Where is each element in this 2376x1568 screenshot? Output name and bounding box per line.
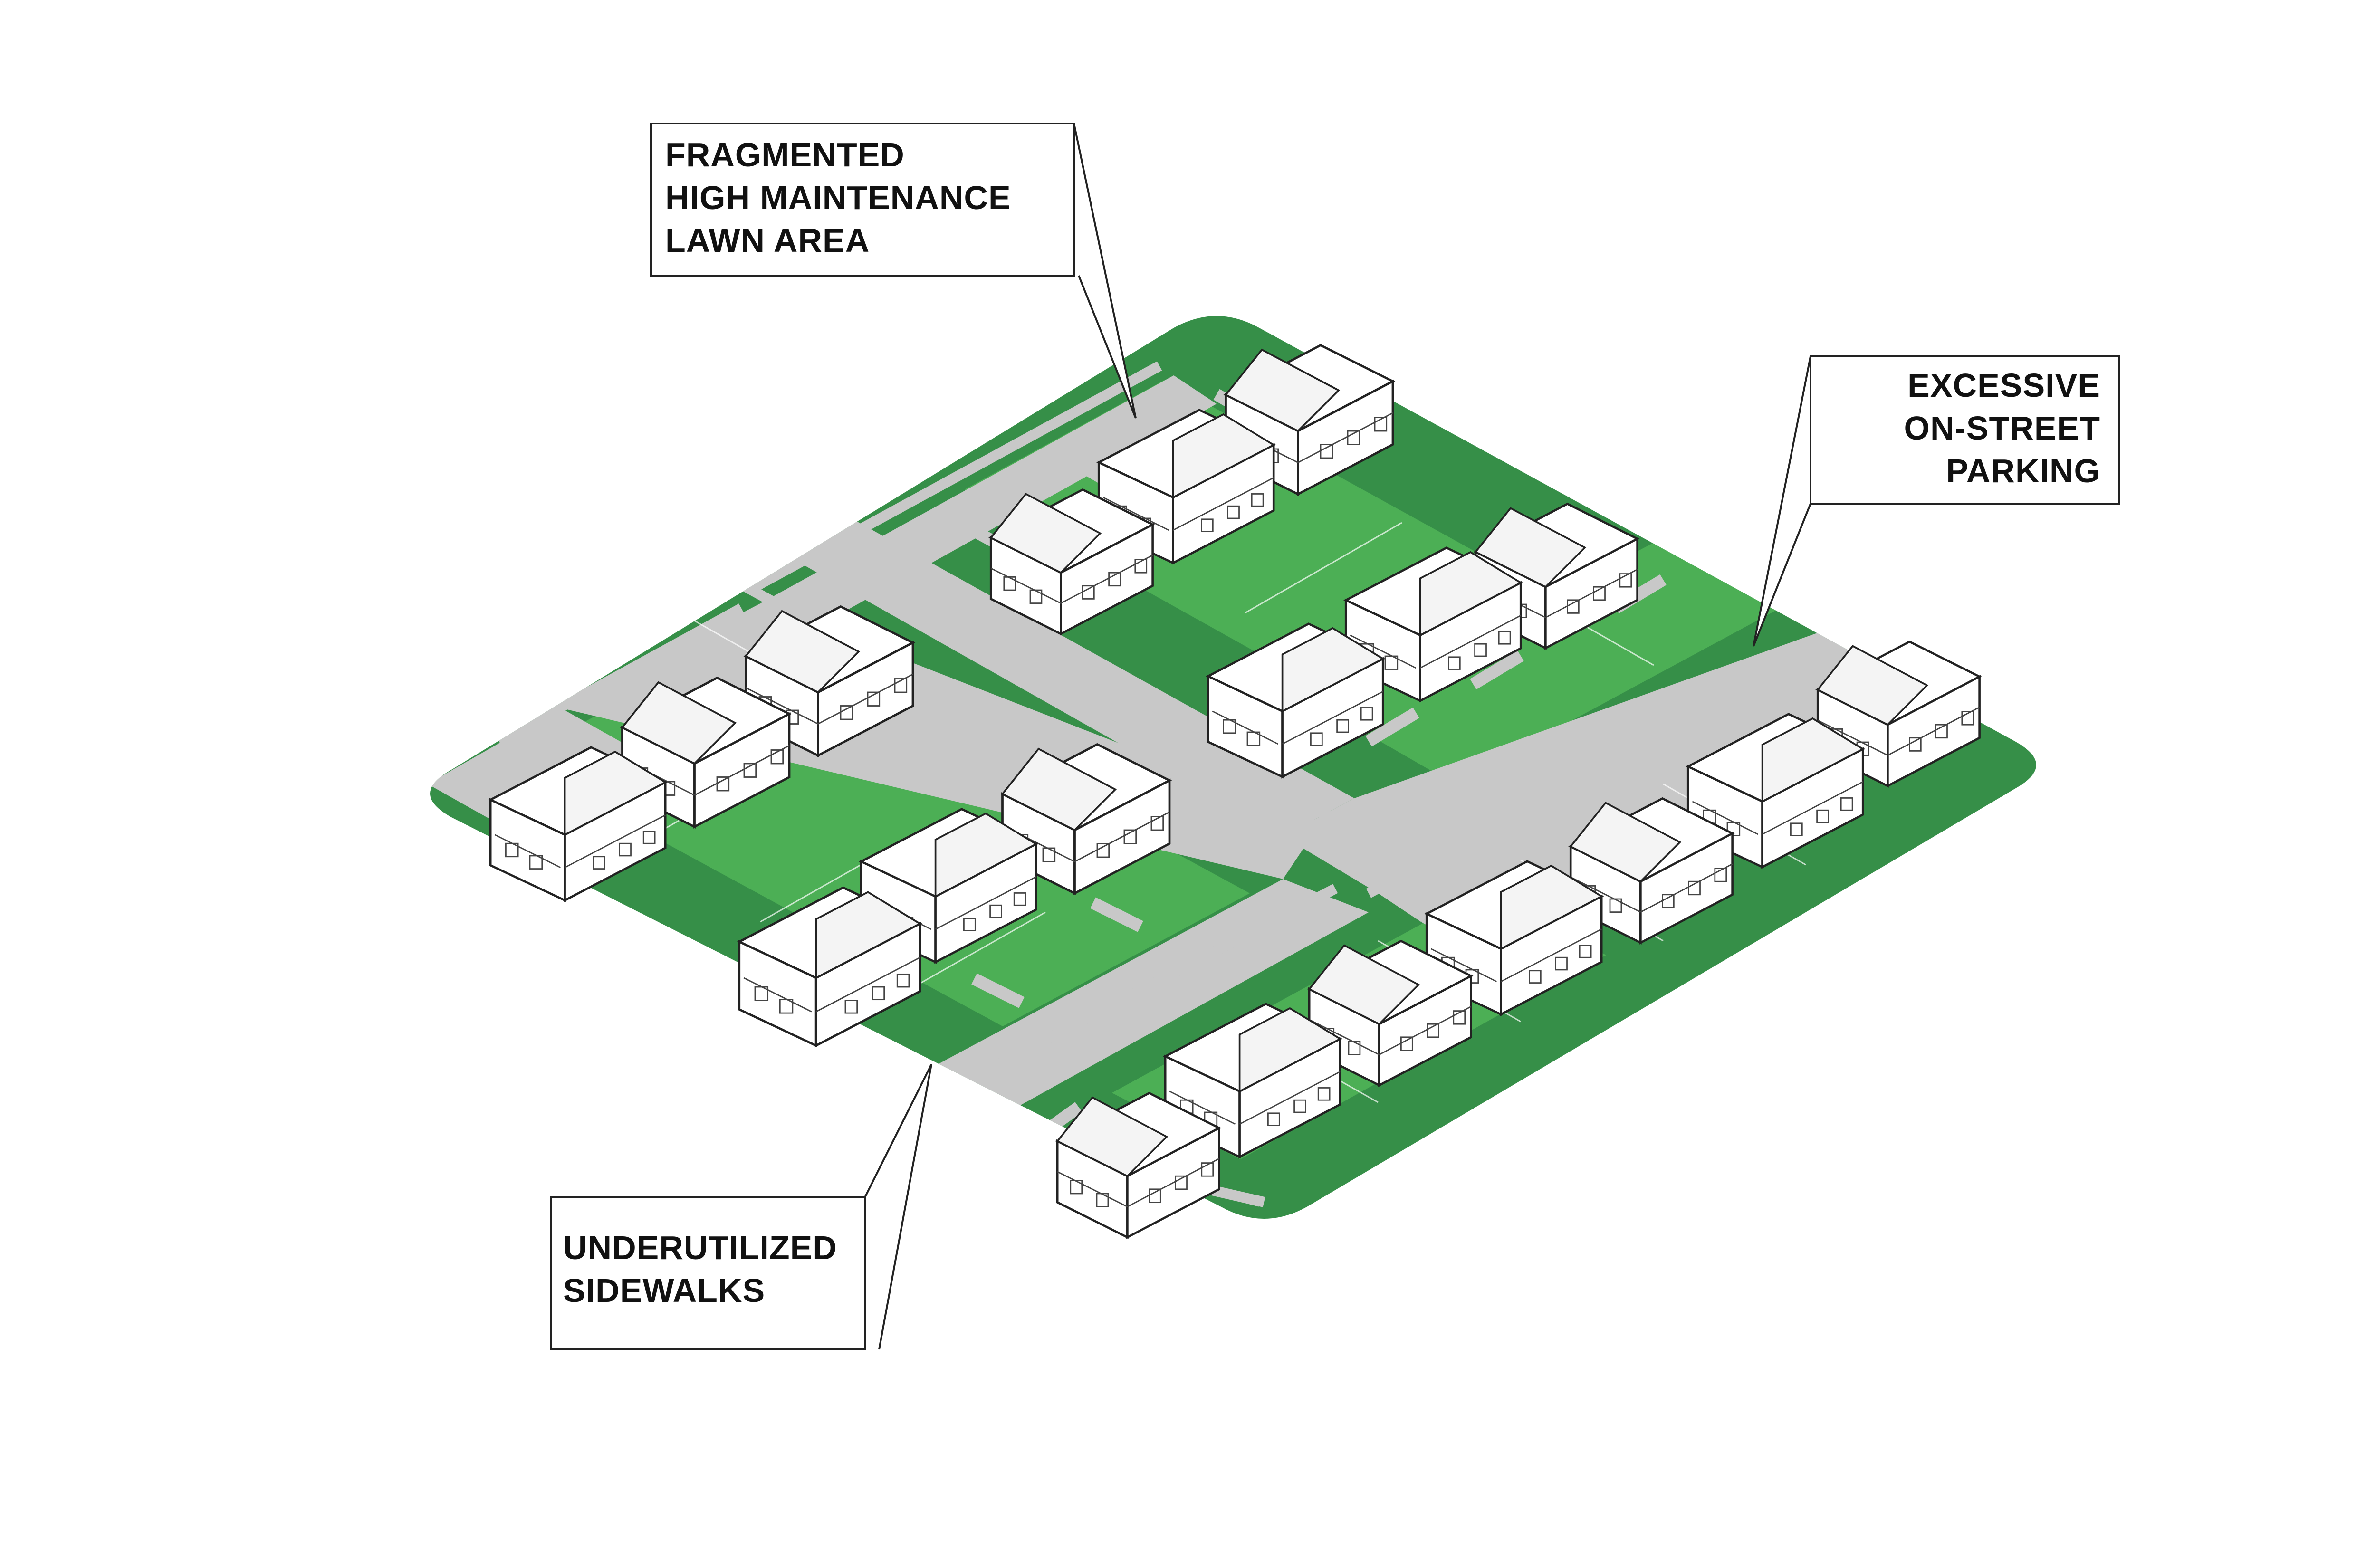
callout-lawn-leader xyxy=(1073,123,1137,419)
callout-parking: EXCESSIVE ON-STREET PARKING xyxy=(1753,355,2120,647)
street-south xyxy=(893,879,1369,1131)
callout-parking-box xyxy=(1810,355,2120,505)
driveway xyxy=(1365,707,1419,747)
callout-lawn-box xyxy=(650,123,1075,277)
callout-lawn-line-3: LAWN AREA xyxy=(665,222,870,259)
driveway xyxy=(971,973,1025,1008)
sidewalk xyxy=(496,603,744,746)
callout-parking-leader xyxy=(1753,356,1811,647)
front-lawn-east xyxy=(1331,523,1815,784)
sidewalk xyxy=(814,532,1333,822)
callout-parking-line-1: EXCESSIVE xyxy=(1907,367,2100,404)
callout-sidewalks-leader xyxy=(864,1064,932,1350)
sidewalk xyxy=(1366,608,1894,898)
callout-lawn: FRAGMENTED HIGH MAINTENANCE LAWN AREA xyxy=(650,123,1137,419)
driveway xyxy=(1204,831,1257,866)
callout-sidewalks-line-2: SIDEWALKS xyxy=(563,1272,765,1309)
driveway xyxy=(1470,650,1524,690)
driveway xyxy=(1090,897,1143,932)
sidewalk xyxy=(748,361,1162,594)
callout-sidewalks-line-1: UNDERUTILIZED xyxy=(563,1229,837,1266)
callout-parking-line-3: PARKING xyxy=(1946,452,2100,489)
callout-sidewalks: UNDERUTILIZED SIDEWALKS xyxy=(550,1064,932,1350)
lot-line xyxy=(1245,522,1402,614)
callout-lawn-line-2: HIGH MAINTENANCE xyxy=(665,179,1011,216)
callout-sidewalks-box xyxy=(550,1196,866,1350)
sidewalk xyxy=(905,884,1338,1117)
street-west-bend xyxy=(430,708,637,827)
house xyxy=(1057,1093,1219,1237)
callout-lawn-line-1: FRAGMENTED xyxy=(665,136,905,173)
callout-parking-line-2: ON-STREET xyxy=(1904,410,2100,447)
lot-line xyxy=(902,911,1046,994)
